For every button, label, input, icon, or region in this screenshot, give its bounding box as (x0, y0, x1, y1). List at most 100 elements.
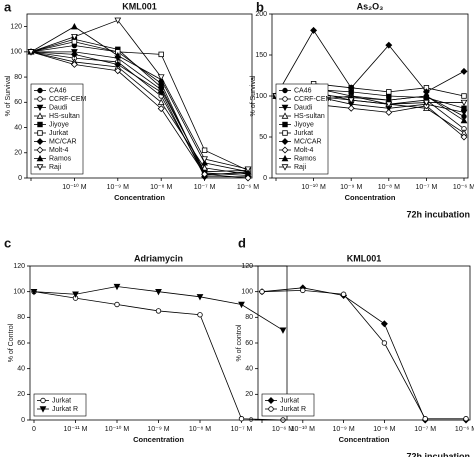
panel-letter: b (256, 0, 264, 14)
legend-marker (282, 87, 288, 94)
data-point (381, 340, 388, 346)
y-tick-label: 40 (14, 124, 22, 131)
y-tick-label: 80 (17, 314, 25, 321)
y-tick-label: 60 (245, 340, 253, 347)
data-point (197, 312, 203, 318)
legend-label: MC/CAR (49, 138, 77, 145)
data-point (244, 174, 252, 182)
data-point (72, 291, 79, 298)
x-tick-label: 10⁻⁹ M (107, 184, 129, 191)
data-point (347, 84, 355, 92)
legend-label: Molt-4 (294, 147, 314, 154)
y-tick-label: 40 (245, 366, 253, 373)
data-point (114, 51, 122, 59)
y-axis-label: % of Control (8, 323, 15, 362)
data-point (157, 88, 165, 96)
y-tick-label: 20 (14, 150, 22, 157)
data-point (461, 93, 467, 99)
data-point (70, 50, 78, 58)
x-tick-label: 0 (32, 426, 36, 433)
legend-label: Daudi (49, 104, 68, 111)
data-point (385, 41, 393, 49)
x-tick-label: 10⁻⁸ M (150, 184, 172, 191)
legend-marker (281, 154, 289, 162)
y-tick-label: 100 (255, 93, 267, 100)
legend-label: Ramos (49, 155, 72, 162)
legend-marker (281, 164, 289, 171)
data-point (114, 301, 120, 308)
series-line (275, 29, 465, 97)
legend-label: Jiyoye (49, 121, 69, 128)
panel-title: KML001 (122, 1, 157, 11)
y-tick-label: 120 (10, 23, 22, 30)
legend-marker (282, 96, 288, 102)
data-point (385, 108, 393, 116)
legend-label: Jurkat (294, 130, 313, 137)
legend-marker (36, 112, 44, 119)
data-point (279, 327, 287, 334)
x-tick-label: 10⁻⁸ M (373, 426, 395, 433)
x-axis-label: Concentration (345, 193, 396, 202)
series-line (30, 51, 249, 175)
x-tick-label: 10⁻⁶ M (272, 426, 294, 433)
legend-label: Ramos (294, 155, 317, 162)
y-tick-label: 120 (13, 263, 25, 270)
data-point (461, 105, 467, 111)
legend-label: Jurkat (49, 130, 68, 137)
panel-letter: c (4, 235, 11, 250)
y-axis-label: % of control (236, 324, 243, 361)
data-point (340, 291, 347, 297)
x-tick-label: 10⁻⁸ M (189, 426, 211, 433)
legend-marker (281, 138, 289, 145)
y-tick-label: 0 (263, 175, 267, 182)
y-tick-label: 80 (245, 314, 253, 321)
y-tick-label: 200 (255, 11, 267, 18)
legend-marker (281, 104, 289, 112)
data-point (460, 67, 468, 75)
legend-label: HS-sultan (49, 113, 80, 120)
data-point (70, 60, 78, 68)
series-line (30, 38, 249, 176)
x-tick-label: 10⁻⁷ M (414, 426, 436, 433)
data-point (114, 67, 122, 75)
legend-marker (281, 146, 289, 154)
y-tick-label: 40 (17, 366, 25, 373)
data-point (385, 101, 393, 108)
y-tick-label: 0 (21, 417, 25, 424)
data-point (157, 105, 165, 113)
y-tick-label: 0 (249, 417, 253, 424)
legend-label: Jurkat R (280, 406, 306, 413)
x-tick-label: 10⁻⁹ M (147, 426, 169, 433)
y-tick-label: 50 (259, 134, 267, 141)
legend-marker (36, 146, 44, 154)
y-tick-label: 100 (241, 289, 253, 296)
series-line (30, 51, 249, 179)
panel-title: KML001 (347, 253, 382, 263)
legend-marker (37, 130, 43, 136)
y-tick-label: 60 (17, 340, 25, 347)
data-point (201, 156, 208, 163)
data-point (460, 133, 468, 141)
x-tick-label: 10⁻¹⁰ M (62, 183, 87, 191)
data-point (386, 89, 392, 95)
legend-label: Jurkat R (52, 406, 78, 413)
data-point (201, 147, 208, 153)
data-point (157, 74, 165, 81)
legend-marker (37, 87, 43, 94)
data-point (155, 308, 162, 314)
data-point (423, 99, 430, 107)
series-line (30, 26, 249, 173)
series-line (30, 51, 248, 178)
y-tick-label: 150 (255, 52, 267, 59)
data-point (300, 287, 306, 294)
x-tick-label: 10⁻⁷ M (194, 184, 216, 191)
legend-marker (37, 96, 43, 102)
legend-marker (39, 406, 47, 413)
legend-label: CA46 (294, 87, 312, 94)
data-point (460, 116, 468, 124)
y-axis-label: % of Survival (5, 75, 12, 116)
note: 72h incubation (406, 209, 470, 219)
legend-label: Raji (294, 164, 307, 171)
legend-marker (268, 406, 274, 412)
